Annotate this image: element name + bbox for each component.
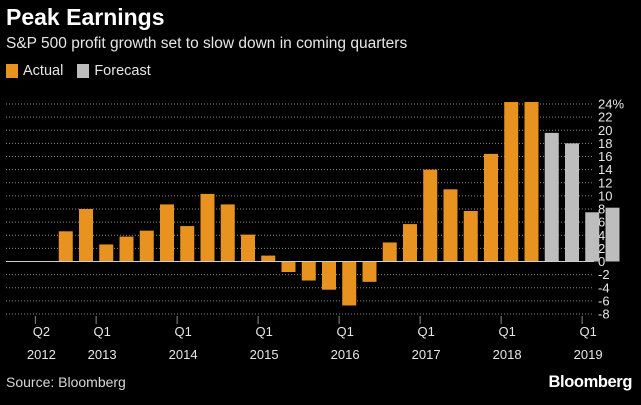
x-tick-year-label: 2016 — [331, 347, 360, 362]
y-tick-label: -4 — [598, 280, 610, 295]
x-tick-quarter-label: Q1 — [417, 324, 434, 339]
bar-forecast — [585, 212, 600, 262]
y-tick-label: 8 — [598, 202, 605, 217]
y-tick-label: 6 — [598, 215, 605, 230]
y-tick-label: 20 — [598, 123, 612, 138]
x-tick-year-label: 2014 — [169, 347, 198, 362]
x-tick-quarter-label: Q1 — [498, 324, 515, 339]
bar-actual — [220, 204, 235, 262]
x-tick-quarter-label: Q1 — [336, 324, 353, 339]
bar-actual — [342, 261, 357, 306]
bar-actual — [79, 209, 93, 262]
bar-actual — [58, 231, 73, 262]
y-tick-label: 10 — [598, 188, 612, 203]
legend-label-forecast: Forecast — [94, 63, 151, 79]
bar-actual — [160, 204, 174, 262]
legend: Actual Forecast — [6, 63, 165, 79]
legend-swatch-actual — [6, 64, 18, 78]
bar-actual — [403, 224, 417, 262]
y-tick-label: 16 — [598, 149, 612, 164]
y-tick-label: -2 — [598, 267, 610, 282]
bar-actual — [423, 169, 438, 262]
bar-actual — [99, 244, 114, 262]
x-tick-year-label: 2017 — [412, 347, 441, 362]
y-tick-label: -6 — [598, 293, 610, 308]
legend-label-actual: Actual — [23, 63, 64, 79]
y-tick-label: 12 — [598, 175, 612, 190]
x-tick-quarter-label: Q1 — [579, 324, 596, 339]
bar-actual — [443, 189, 458, 262]
bar-actual — [119, 236, 134, 262]
legend-item-actual: Actual — [6, 63, 63, 79]
x-tick-quarter-label: Q1 — [93, 324, 110, 339]
bar-actual — [382, 242, 397, 262]
x-tick-year-label: 2015 — [250, 347, 279, 362]
bar-forecast — [565, 143, 579, 262]
chart-subtitle: S&P 500 profit growth set to slow down i… — [6, 35, 408, 52]
legend-swatch-forecast — [77, 64, 90, 78]
y-tick-label: 22 — [598, 110, 612, 125]
bar-actual — [504, 102, 519, 262]
bar-forecast — [544, 132, 559, 262]
bar-actual — [463, 210, 478, 262]
bar-actual — [322, 261, 336, 290]
y-tick-label: 2 — [598, 241, 605, 256]
x-tick-quarter-label: Q2 — [33, 324, 50, 339]
bar-actual — [180, 226, 195, 262]
x-tick-year-label: 2019 — [574, 347, 603, 362]
chart-title: Peak Earnings — [6, 4, 165, 30]
source-note: Source: Bloomberg — [6, 374, 126, 390]
y-tick-label: -8 — [598, 307, 610, 322]
x-tick-year-label: 2012 — [27, 347, 56, 362]
x-tick-year-label: 2013 — [88, 347, 117, 362]
bar-actual — [200, 193, 215, 262]
y-tick-label: 18 — [598, 136, 612, 151]
y-tick-label: 24% — [598, 97, 624, 112]
x-tick-year-label: 2018 — [493, 347, 522, 362]
bloomberg-logo: Bloomberg — [548, 373, 633, 391]
bar-actual — [281, 261, 296, 272]
bar-actual — [524, 102, 539, 262]
bar-actual — [484, 153, 498, 262]
bar-actual — [139, 230, 154, 262]
bar-actual — [241, 234, 255, 262]
legend-item-forecast: Forecast — [77, 63, 151, 79]
x-tick-quarter-label: Q1 — [255, 324, 272, 339]
bar-forecast — [605, 207, 620, 262]
bar-actual — [261, 255, 276, 262]
y-tick-label: 4 — [598, 228, 605, 243]
y-tick-label: 0 — [598, 254, 605, 269]
bar-actual — [301, 261, 316, 281]
bar-actual — [362, 261, 377, 282]
x-tick-quarter-label: Q1 — [174, 324, 191, 339]
y-tick-label: 14 — [598, 162, 612, 177]
